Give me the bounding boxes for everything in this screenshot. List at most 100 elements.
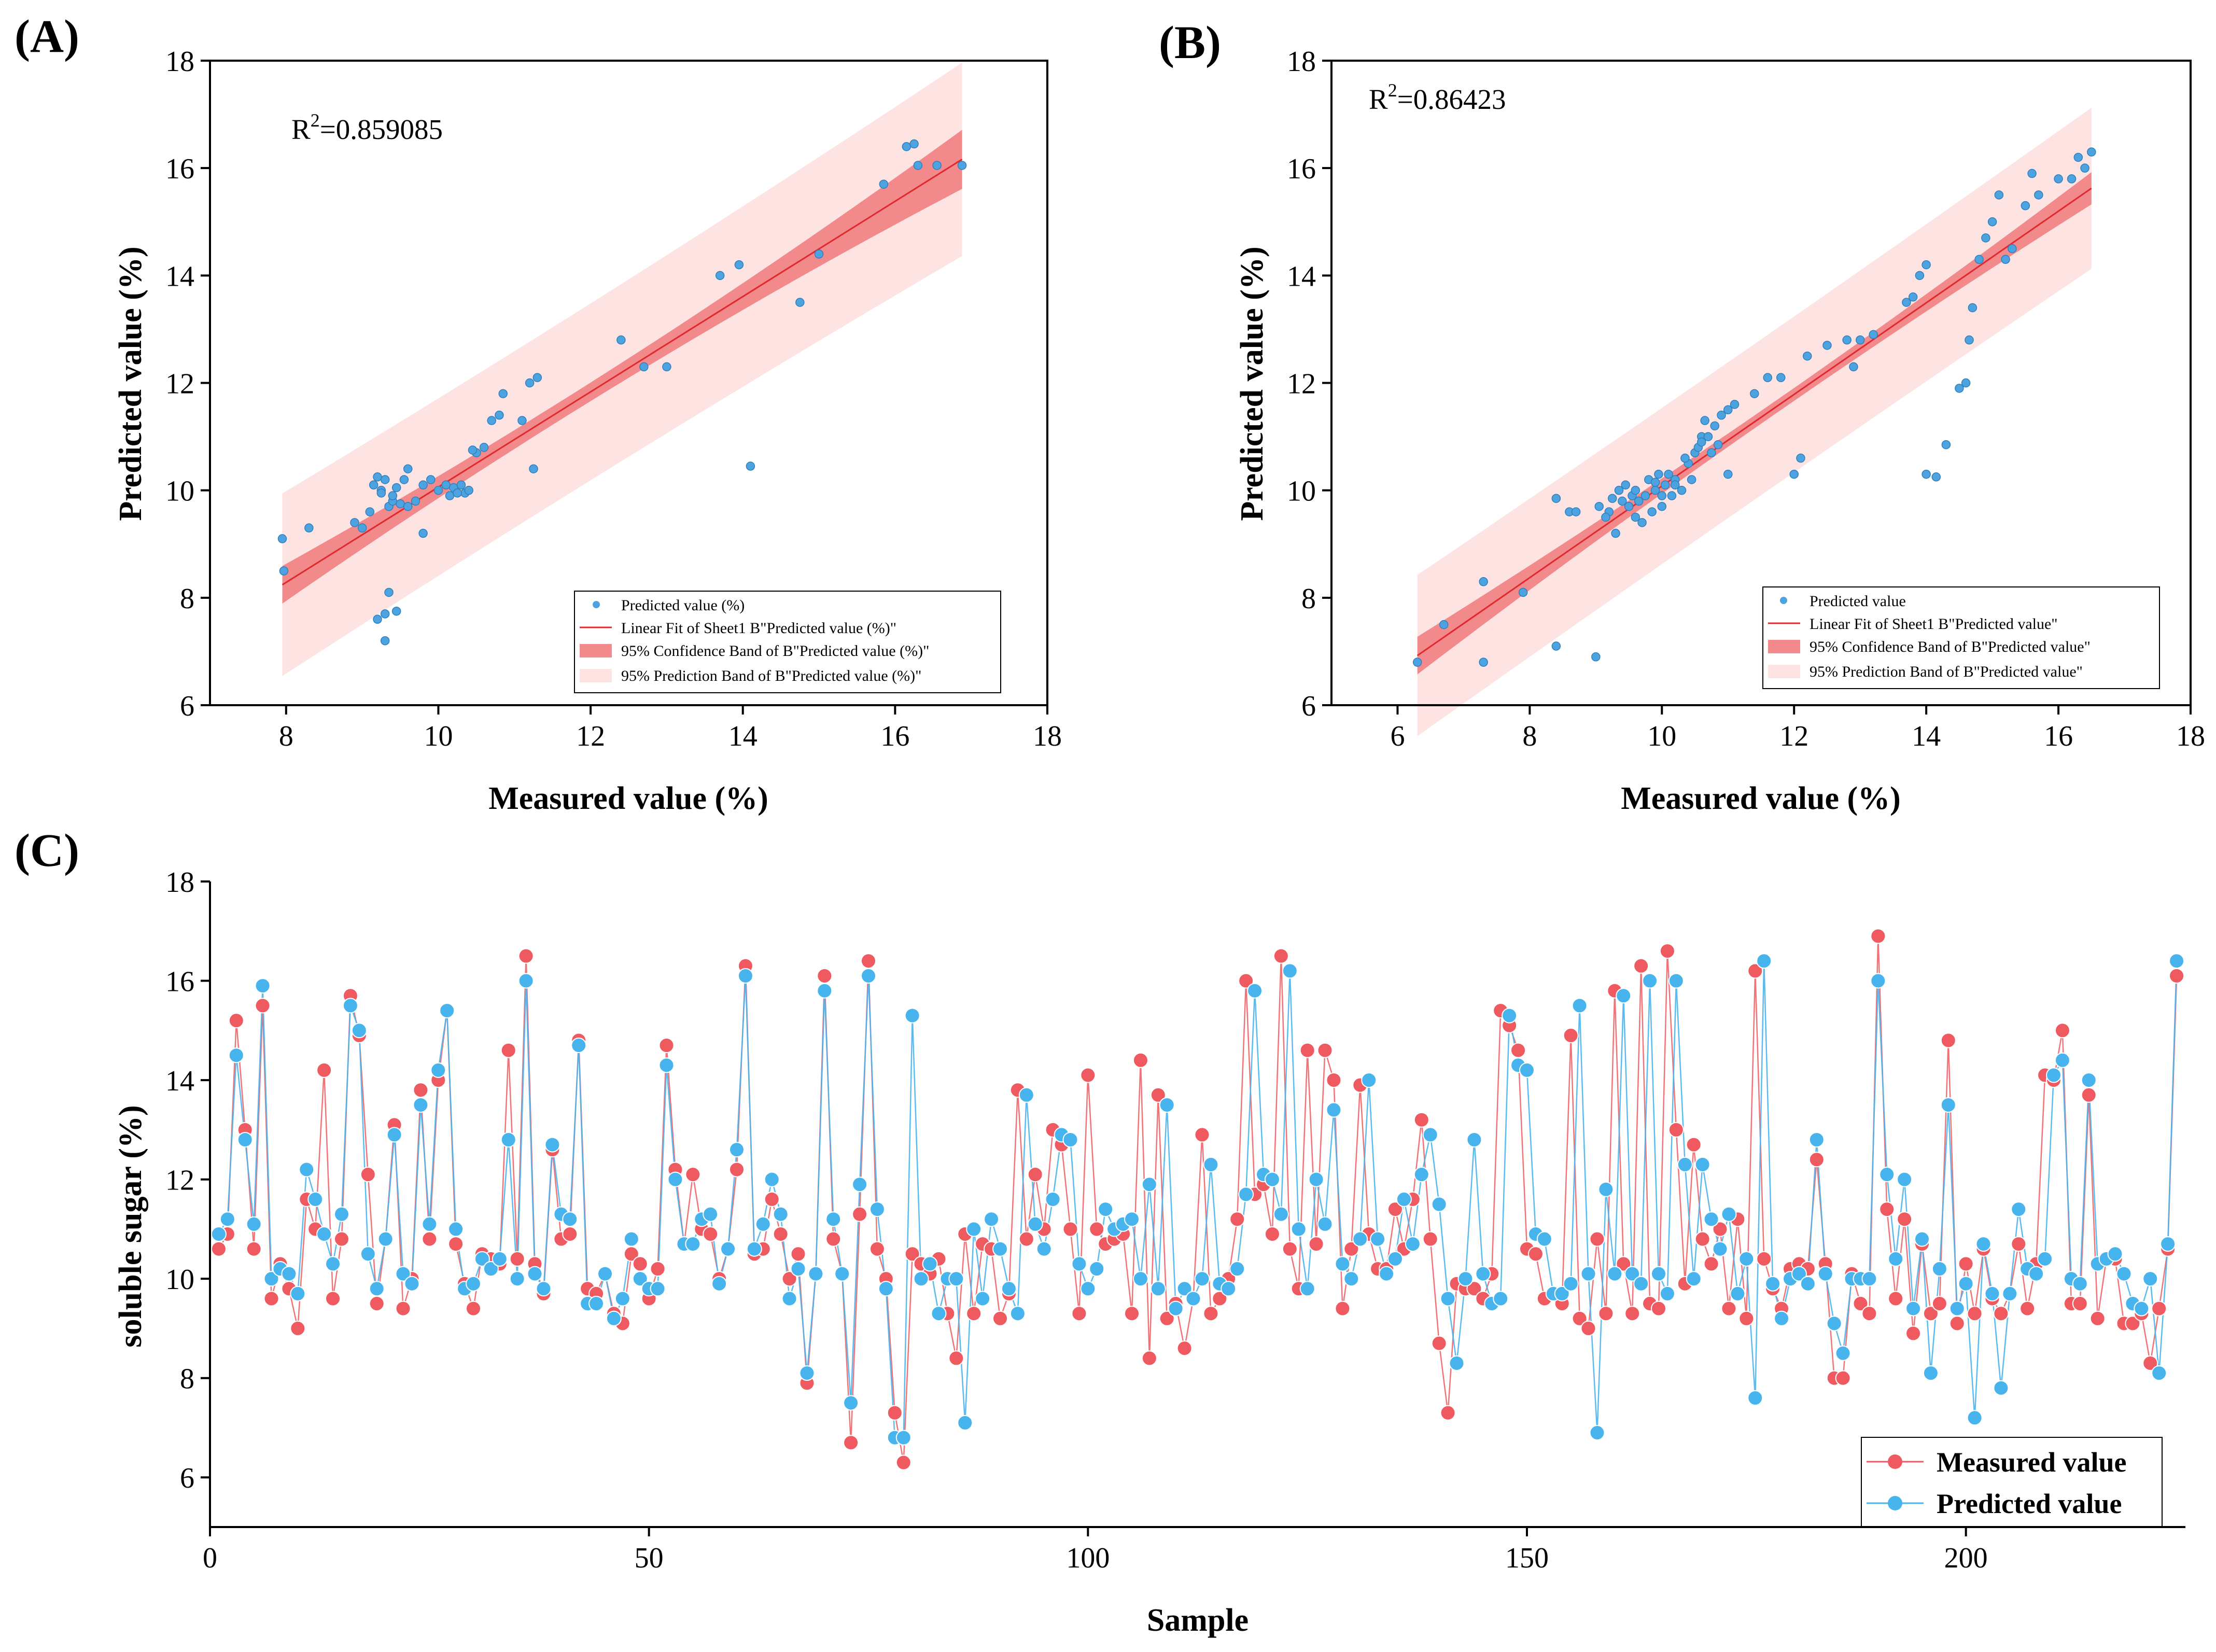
data-point — [746, 461, 755, 471]
y-tick-label: 12 — [165, 368, 194, 400]
measured-point — [509, 1251, 525, 1267]
predicted-point — [1422, 1127, 1438, 1143]
panel-b-points — [1412, 147, 2096, 667]
data-point — [1631, 485, 1640, 495]
predicted-point — [2054, 1052, 2070, 1068]
measured-point — [1949, 1315, 1965, 1332]
data-point — [396, 499, 405, 509]
data-point — [2027, 169, 2037, 178]
predicted-point — [509, 1271, 525, 1287]
predicted-point — [1984, 1285, 2000, 1301]
predicted-point — [1905, 1300, 1922, 1317]
measured-point — [1572, 1310, 1588, 1326]
data-point — [418, 528, 428, 538]
data-point — [1776, 373, 1786, 382]
data-point — [1922, 260, 1931, 270]
predicted-point — [1273, 1206, 1289, 1222]
x-tick-label: 0 — [203, 1542, 217, 1574]
panel-c-legend-label-measured: Measured value — [1937, 1447, 2126, 1478]
predicted-point — [2134, 1300, 2150, 1317]
data-point — [1479, 657, 1488, 667]
measured-point — [1027, 1167, 1043, 1183]
measured-point — [2151, 1300, 2167, 1317]
measured-point — [1940, 1032, 1956, 1048]
data-point — [418, 480, 428, 490]
measured-point — [1071, 1306, 1087, 1322]
predicted-point — [1633, 1276, 1649, 1292]
measured-point — [1308, 1236, 1324, 1252]
predicted-point — [878, 1281, 894, 1297]
predicted-point — [2037, 1251, 2053, 1267]
predicted-point — [1624, 1266, 1640, 1282]
measured-point — [1747, 963, 1763, 979]
measured-point — [703, 1226, 719, 1242]
measured-point — [1150, 1087, 1166, 1103]
measured-point — [790, 1246, 806, 1262]
predicted-point — [720, 1241, 736, 1257]
predicted-point — [1071, 1256, 1087, 1272]
panel-a-x-ticks: 8 10 12 14 16 18 — [279, 705, 1062, 752]
predicted-point — [1291, 1221, 1307, 1237]
predicted-point — [1598, 1181, 1614, 1197]
panel-b-label: (B) — [1159, 17, 1221, 68]
predicted-point — [395, 1266, 411, 1282]
predicted-point — [852, 1177, 868, 1193]
data-point — [2080, 163, 2089, 173]
predicted-point — [1475, 1266, 1491, 1282]
x-tick-label: 10 — [1647, 720, 1676, 752]
panel-b-legend-prediction-marker — [1768, 665, 1800, 678]
panel-c-points — [211, 928, 2185, 1471]
predicted-point — [2151, 1365, 2167, 1381]
predicted-point — [737, 968, 753, 984]
data-point — [1631, 512, 1640, 522]
predicted-point — [448, 1221, 464, 1237]
measured-point — [448, 1236, 464, 1252]
predicted-point — [781, 1291, 797, 1307]
data-point — [1713, 440, 1723, 450]
panel-b-legend-label-confidence: 95% Confidence Band of B"Predicted value… — [1810, 638, 2091, 655]
predicted-point — [1001, 1281, 1017, 1297]
data-point — [384, 587, 394, 597]
y-tick-label: 18 — [165, 866, 194, 899]
measured-point — [1580, 1320, 1596, 1336]
predicted-point — [1651, 1266, 1666, 1282]
predicted-point — [1616, 988, 1632, 1004]
predicted-point — [606, 1310, 622, 1326]
data-point — [1624, 501, 1634, 511]
measured-point — [1422, 1231, 1438, 1247]
measured-point — [1466, 1281, 1482, 1297]
predicted-point — [544, 1137, 560, 1153]
predicted-point — [1642, 973, 1658, 989]
y-tick-label: 16 — [165, 153, 194, 185]
predicted-point — [1940, 1097, 1956, 1113]
predicted-point — [2002, 1285, 2018, 1301]
measured-point — [1431, 1335, 1447, 1351]
panel-c: (C) 0 50 100 150 200 6 8 10 12 14 16 18 Sample sol… — [15, 825, 2185, 1638]
measured-point — [263, 1291, 279, 1307]
fit-line — [282, 159, 963, 586]
measured-point — [658, 1038, 675, 1054]
measured-point — [228, 1013, 244, 1029]
predicted-point — [1387, 1251, 1403, 1267]
x-tick-label: 6 — [1390, 720, 1405, 752]
panel-a-legend-label-fit: Linear Fit of Sheet1 B"Predicted value (… — [621, 620, 896, 637]
measured-point — [1203, 1306, 1219, 1322]
data-point — [445, 491, 455, 500]
predicted-point — [1457, 1271, 1474, 1287]
predicted-point — [834, 1266, 850, 1282]
measured-point — [2089, 1310, 2106, 1326]
data-point — [932, 161, 942, 170]
y-tick-label: 14 — [165, 1065, 194, 1097]
data-point — [913, 161, 923, 170]
measured-point — [685, 1167, 701, 1183]
panel-c-legend: Measured value Predicted value — [1861, 1437, 2163, 1527]
data-point — [1591, 652, 1601, 662]
data-point — [1650, 478, 1660, 487]
panel-a-legend-label-confidence: 95% Confidence Band of B"Predicted value… — [621, 642, 929, 660]
predicted-point — [729, 1142, 745, 1158]
measured-point — [992, 1310, 1008, 1326]
panel-b-legend-point-marker — [1780, 597, 1787, 604]
data-point — [357, 523, 367, 533]
predicted-point — [1370, 1231, 1386, 1247]
panel-b: (B) 6 8 10 12 14 16 18 6 8 10 12 14 16 18 R2=0.86423… — [1159, 17, 2205, 816]
